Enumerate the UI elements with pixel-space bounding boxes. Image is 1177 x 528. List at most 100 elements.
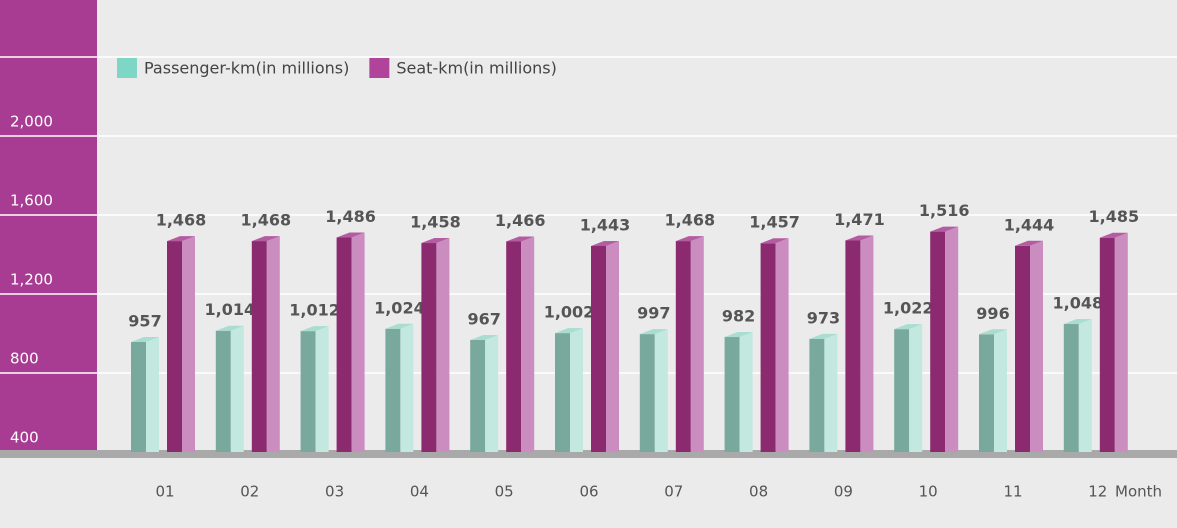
bar-top [639,329,668,335]
x-tick-label: 06 [579,483,598,501]
bar-front [639,334,655,452]
legend-label: Passenger-km(in millions) [144,59,349,78]
x-tick-label: 12 [1088,483,1107,501]
value-label: 1,014 [204,300,255,319]
x-tick-label: 11 [1003,483,1022,501]
value-label: 957 [128,311,161,330]
bar-top [336,232,365,238]
bar-front [300,331,316,452]
bar-top [251,236,280,242]
bar-top [385,323,414,329]
value-label: 1,443 [580,216,631,235]
bar-top [470,335,499,341]
x-axis-label: Month [1115,483,1162,501]
bar-front [675,241,691,452]
bar-top [894,324,923,330]
bar-side [824,333,838,452]
bar-top [555,328,583,334]
bar-front [1099,237,1115,452]
x-tick-label: 10 [919,483,938,501]
value-label: 1,468 [156,211,207,230]
bar-side [266,236,280,452]
y-tick-label: 2,000 [10,113,53,131]
bar-front [385,328,401,452]
bar-top [930,226,959,232]
value-label: 1,468 [240,211,291,230]
bar-side [739,332,753,452]
bar-front [336,237,352,452]
value-label: 1,486 [325,207,376,226]
bar-top [1099,232,1128,238]
value-label: 1,471 [834,210,885,229]
bar-top [215,325,244,331]
value-label: 1,022 [883,299,934,318]
value-label: 1,444 [1004,215,1055,234]
bar-top [421,238,450,244]
value-label: 1,048 [1052,294,1103,313]
bar-side [400,323,414,452]
bar-front [809,338,825,452]
bar-top [167,236,195,242]
bar-side [1114,232,1128,452]
bar-front [845,240,861,452]
bar-front [251,241,267,452]
value-label: 996 [976,304,1009,323]
value-label: 1,516 [919,201,970,220]
value-label: 1,466 [495,211,546,230]
bar-side [945,226,959,452]
bar-top [979,329,1007,335]
value-label: 1,458 [410,213,461,232]
axis-band [0,0,97,452]
legend-swatch [117,58,137,78]
value-label: 1,468 [664,211,715,230]
x-tick-label: 02 [240,483,259,501]
x-tick-label: 07 [664,483,683,501]
bar-side [570,328,583,452]
bar-top [300,326,329,332]
bar-side [860,235,874,452]
bar-side [1030,240,1043,452]
y-tick-label: 800 [10,350,39,368]
bar-top [675,236,704,242]
bar-top [1015,240,1043,246]
x-tick-label: 09 [834,483,853,501]
bar-front [724,337,740,452]
bar-side [182,236,195,452]
bar-front [760,243,776,452]
x-tick-label: 03 [325,483,344,501]
bar-side [436,238,450,452]
legend-swatch [369,58,390,78]
bar-side [775,238,789,452]
bar-top [760,238,789,244]
value-label: 1,485 [1088,207,1139,226]
bar-top [131,336,159,342]
bar-front [470,340,486,452]
value-label: 967 [467,310,500,329]
bar-side [654,329,668,452]
bar-top [724,332,753,338]
bar-front [215,330,231,452]
y-tick-label: 1,200 [10,271,53,289]
bar-side [485,335,499,452]
y-tick-label: 1,600 [10,192,53,210]
bar-side [351,232,365,452]
bar-side [690,236,704,452]
bar-front [930,231,946,452]
bar-top [1063,319,1092,325]
bar-front [131,341,146,452]
bar-top [809,333,838,339]
bar-front [506,241,522,452]
bar-front [979,334,994,452]
floor [0,450,1177,458]
bar-side [521,236,535,452]
value-label: 1,012 [289,301,340,320]
bar-top [591,241,619,247]
bar-front [894,329,910,452]
bar-side [146,336,159,452]
value-label: 997 [637,304,670,323]
value-label: 973 [807,308,840,327]
bar-top [845,235,874,241]
x-tick-label: 05 [495,483,514,501]
x-tick-label: 01 [155,483,174,501]
